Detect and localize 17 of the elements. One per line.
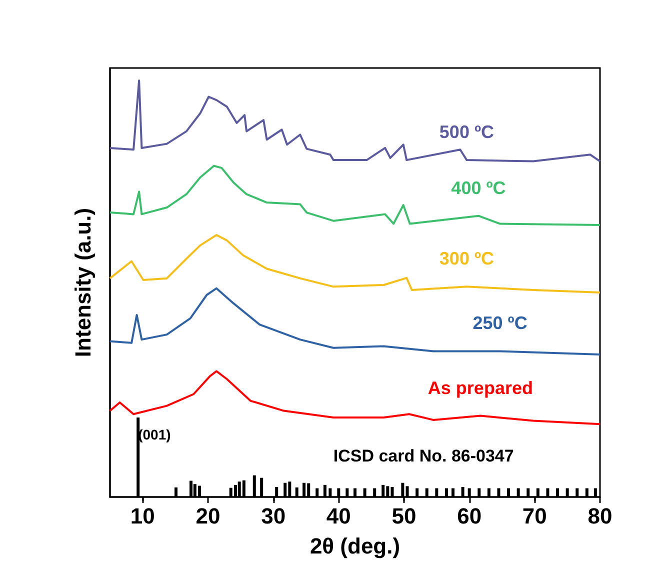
x-tick-label: 50 — [392, 504, 416, 528]
x-tick-label: 10 — [130, 504, 155, 528]
annotation: ICSD card No. 86-0347 — [333, 446, 514, 466]
x-axis-title: 2θ (deg.) — [310, 534, 400, 558]
series-label: 300 ºC — [439, 248, 494, 269]
x-tick-label: 70 — [522, 504, 547, 528]
series-label: 500 ºC — [439, 122, 494, 142]
series-label: As prepared — [428, 378, 533, 398]
series-label: 400 ºC — [451, 178, 506, 198]
annotation: (001) — [138, 426, 171, 443]
x-tick-label: 40 — [326, 504, 351, 528]
x-tick-label: 20 — [196, 504, 220, 528]
x-tick-label: 60 — [457, 504, 482, 528]
x-tick-label: 80 — [588, 504, 612, 528]
series-label: 250 ºC — [472, 313, 528, 334]
y-axis-title: Intensity (a.u.) — [70, 208, 96, 358]
x-tick-label: 30 — [261, 504, 286, 528]
